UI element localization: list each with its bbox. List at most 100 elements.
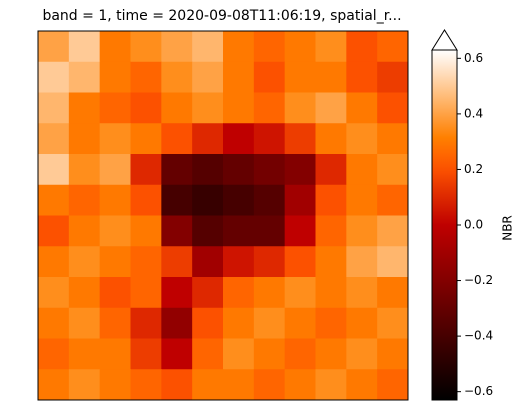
chart-title: band = 1, time = 2020-09-08T11:06:19, sp…: [42, 8, 401, 24]
cell: [99, 215, 131, 247]
cell: [192, 31, 224, 63]
cell: [38, 154, 70, 186]
cell: [346, 215, 378, 247]
cell: [192, 61, 224, 93]
colorbar-label: NBR: [501, 215, 515, 241]
cell: [346, 369, 378, 401]
cell: [253, 61, 286, 93]
cell: [315, 277, 347, 309]
cell: [346, 338, 378, 370]
cell: [223, 92, 255, 124]
cell: [99, 338, 131, 370]
cell: [192, 246, 224, 278]
cell: [38, 277, 70, 309]
cell: [284, 246, 316, 278]
cell: [38, 61, 70, 93]
cell: [253, 215, 286, 247]
cell: [253, 338, 286, 370]
cell: [315, 246, 347, 278]
cell: [223, 307, 255, 339]
cell: [130, 338, 162, 370]
cell: [130, 31, 162, 63]
cell: [130, 92, 162, 124]
cell: [192, 92, 224, 124]
cell: [253, 277, 286, 309]
cell: [377, 92, 409, 124]
cell: [223, 338, 255, 370]
cell: [68, 61, 101, 93]
cell: [38, 246, 70, 278]
cell: [130, 307, 162, 339]
cell: [377, 154, 409, 186]
cell: [99, 92, 131, 124]
cell: [315, 307, 347, 339]
colorbar-tick-label: 0.4: [464, 106, 483, 120]
cell: [161, 307, 193, 339]
cell: [99, 246, 131, 278]
cell: [284, 369, 316, 401]
cell: [192, 154, 224, 186]
cell: [346, 123, 378, 155]
cell: [346, 277, 378, 309]
cell: [284, 123, 316, 155]
cell: [284, 307, 316, 339]
cell: [130, 184, 162, 216]
cell: [284, 154, 316, 186]
cell: [253, 31, 286, 63]
cell: [99, 123, 131, 155]
cell: [315, 369, 347, 401]
cell: [377, 123, 409, 155]
cell: [38, 338, 70, 370]
cell: [315, 154, 347, 186]
cell: [161, 369, 193, 401]
cell: [377, 61, 409, 93]
axes-frame: [37, 30, 409, 401]
cell: [38, 215, 70, 247]
cell: [346, 92, 378, 124]
cell: [130, 246, 162, 278]
cell: [161, 246, 193, 278]
cell: [161, 277, 193, 309]
cell: [38, 307, 70, 339]
cell: [253, 184, 286, 216]
colorbar-tick-label: −0.2: [464, 273, 493, 287]
cell: [377, 215, 409, 247]
cell: [223, 154, 255, 186]
cell: [161, 92, 193, 124]
cell: [346, 31, 378, 63]
colorbar-tick-label: 0.6: [464, 51, 483, 65]
cell: [315, 123, 347, 155]
colorbar-tick-label: 0.2: [464, 162, 483, 176]
cell: [346, 61, 378, 93]
cell: [346, 184, 378, 216]
cell: [192, 338, 224, 370]
cell: [130, 61, 162, 93]
cell: [130, 277, 162, 309]
cell: [99, 154, 131, 186]
cell: [99, 307, 131, 339]
cell: [253, 123, 286, 155]
colorbar-tick-label: −0.6: [464, 384, 493, 398]
cell: [192, 369, 224, 401]
cell: [223, 369, 255, 401]
colorbar-extension: [431, 29, 458, 51]
cell: [377, 246, 409, 278]
cell: [161, 154, 193, 186]
cell: [99, 31, 131, 63]
cell: [315, 92, 347, 124]
cell: [253, 307, 286, 339]
cell: [253, 369, 286, 401]
cell: [377, 338, 409, 370]
cell: [223, 31, 255, 63]
cell: [377, 184, 409, 216]
cell: [192, 307, 224, 339]
cell: [315, 338, 347, 370]
cell: [192, 184, 224, 216]
cell: [99, 369, 131, 401]
cell: [161, 215, 193, 247]
cell: [99, 184, 131, 216]
cell: [223, 184, 255, 216]
cell: [68, 215, 101, 247]
cell: [346, 307, 378, 339]
